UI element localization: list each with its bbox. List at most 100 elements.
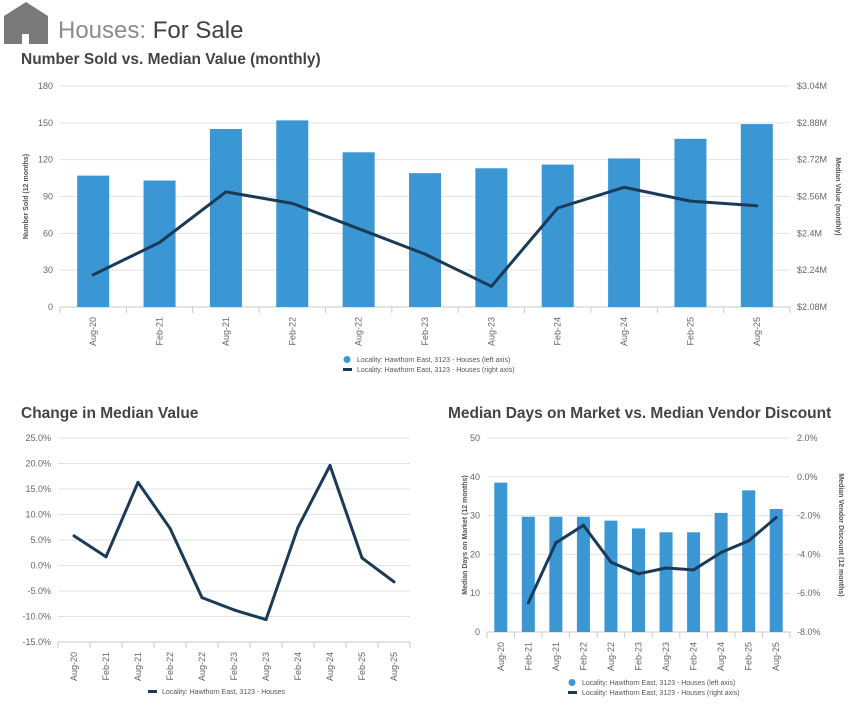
y-tick-label: 0 [475, 627, 480, 637]
y-tick-label: 20.0% [25, 459, 51, 469]
y2-tick-label: $2.24M [797, 265, 827, 275]
line-point [489, 284, 493, 288]
bar [714, 512, 728, 632]
y2-tick-label: $2.4M [797, 228, 822, 238]
line-point [747, 539, 751, 543]
line-point [622, 185, 626, 189]
y-tick-label: 30 [470, 511, 480, 521]
bar [521, 516, 535, 632]
line-point [637, 572, 640, 576]
chart-sold-vs-value: 0 30 60 90 120 150 180 $2.08M $2.24M $2.4M $2.56M $… [23, 81, 841, 374]
x-tick-label: Feb-25 [357, 652, 367, 681]
line-point [200, 596, 204, 600]
y2-axis-title: Median Value (monthly) [834, 157, 841, 235]
page-title-status: For Sale [152, 17, 244, 44]
bar [475, 168, 508, 307]
x-tick-label: Aug-25 [752, 317, 762, 346]
chart3-title: Median Days on Market vs. Median Vendor … [448, 405, 832, 422]
line-point [232, 608, 236, 612]
y2-tick-label: $2.88M [797, 118, 827, 128]
bar [409, 173, 441, 307]
chart1-title: Number Sold vs. Median Value (monthly) [21, 51, 321, 68]
line-point [526, 601, 530, 605]
y-axis-title: Median Days on Market (12 months) [462, 475, 469, 594]
x-tick-label: Feb-24 [293, 652, 303, 681]
x-tick-label: Feb-21 [155, 317, 165, 346]
y-tick-label: 150 [38, 118, 53, 128]
bar [576, 516, 590, 632]
bar [674, 138, 707, 307]
bar [541, 164, 574, 307]
bar [209, 128, 242, 307]
legend-swatch-bar [343, 356, 351, 363]
line-point [264, 618, 268, 622]
bar [608, 158, 641, 307]
y-tick-label: 40 [470, 472, 480, 482]
x-tick-label: Aug-22 [354, 317, 364, 346]
legend-label: Locality: Hawthorn East, 3123 - Houses (… [357, 357, 510, 364]
x-tick-label: Aug-24 [716, 642, 726, 671]
x-tick-label: Aug-22 [197, 652, 207, 681]
line-point [224, 190, 228, 194]
line-point [755, 204, 759, 208]
legend-label: Locality: Hawthorn East, 3123 - Houses [162, 689, 285, 696]
x-tick-label: Feb-22 [287, 317, 297, 346]
line-point [296, 525, 300, 529]
x-tick-label: Aug-21 [133, 652, 143, 681]
legend-label: Locality: Hawthorn East, 3123 - Houses (… [582, 680, 735, 687]
line-point [104, 555, 108, 559]
line-point [719, 550, 723, 554]
line-point [423, 252, 427, 256]
x-tick-label: Feb-21 [523, 642, 533, 671]
bar [276, 120, 309, 307]
bar [740, 124, 773, 307]
y-axis-title: Number Sold (12 months) [23, 154, 30, 239]
y2-tick-label: $2.08M [797, 302, 827, 312]
house-icon [4, 2, 48, 44]
bar [494, 482, 508, 632]
line-point [360, 556, 364, 560]
line-point [692, 568, 696, 572]
line-point [136, 480, 140, 484]
line-point [688, 199, 692, 203]
y-tick-label: 5.0% [30, 535, 51, 545]
y-tick-label: -15.0% [22, 637, 51, 647]
x-tick-label: Aug-20 [88, 317, 98, 346]
x-tick-label: Feb-23 [420, 317, 430, 346]
y2-tick-label: $2.72M [797, 155, 827, 165]
bar [659, 532, 673, 632]
legend-label: Locality: Hawthorn East, 3123 - Houses (… [582, 690, 740, 697]
y-tick-label: 25.0% [25, 433, 51, 443]
x-tick-label: Aug-25 [771, 642, 781, 671]
line-point [774, 516, 778, 520]
chart-change-median: -15.0% -10.0% -5.0% 0.0% 5.0% 10.0% 15.0% 20.0%… [22, 433, 411, 696]
y-tick-label: -10.0% [22, 612, 51, 622]
series-line [526, 516, 778, 604]
x-tick-label: Aug-23 [661, 642, 671, 671]
x-tick-label: Aug-24 [619, 317, 629, 346]
line-point [328, 464, 332, 468]
x-tick-label: Feb-23 [229, 652, 239, 681]
x-tick-label: Aug-21 [551, 642, 561, 671]
line-point [581, 523, 585, 527]
bar [687, 532, 701, 632]
bar [742, 490, 756, 632]
line-point [664, 566, 668, 570]
y-tick-label: 120 [38, 155, 53, 165]
page-title: Houses: For Sale [58, 16, 243, 46]
x-tick-label: Aug-20 [496, 642, 506, 671]
x-tick-label: Feb-23 [634, 642, 644, 671]
line-point [290, 201, 294, 205]
y-tick-label: 180 [38, 81, 53, 91]
page-title-category: Houses: [58, 17, 147, 44]
bar [549, 516, 563, 632]
chart2-title: Change in Median Value [21, 405, 199, 422]
x-tick-label: Aug-21 [221, 317, 231, 346]
y-tick-label: 50 [470, 433, 480, 443]
line-point [556, 206, 560, 210]
line-point [357, 227, 361, 231]
y-tick-label: 30 [43, 265, 53, 275]
y-tick-label: 10 [470, 588, 480, 598]
x-tick-label: Aug-25 [389, 652, 399, 681]
x-tick-label: Feb-25 [744, 642, 754, 671]
